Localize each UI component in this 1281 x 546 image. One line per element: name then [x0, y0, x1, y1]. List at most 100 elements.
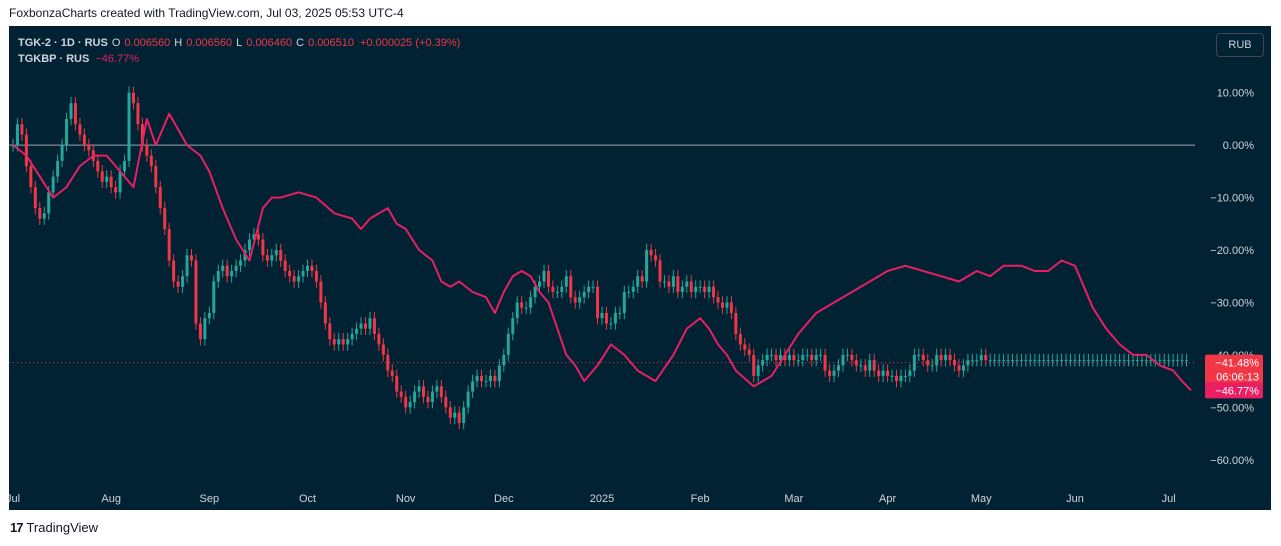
candle	[149, 155, 153, 167]
candle	[1162, 360, 1166, 362]
candle	[292, 276, 296, 282]
legend-main-row: TGK-2 · 1D · RUS O 0.006560 H 0.006560 L 0.…	[18, 35, 460, 51]
candle	[1144, 360, 1148, 362]
candle	[203, 318, 207, 340]
candle	[618, 312, 622, 314]
candle	[1109, 360, 1113, 362]
candle	[390, 370, 394, 376]
candle	[975, 360, 979, 362]
candle	[671, 276, 675, 287]
candle	[185, 255, 189, 277]
candle	[520, 302, 524, 308]
candle	[274, 250, 278, 256]
last-price-tag-bg	[1205, 354, 1263, 385]
candle	[417, 386, 421, 392]
currency-button[interactable]: RUB	[1216, 33, 1264, 57]
candle	[805, 354, 809, 356]
compare-price-tag: −46.77%	[1215, 385, 1259, 397]
candle	[542, 271, 546, 282]
legend-symbol[interactable]: TGK-2 · 1D · RUS	[18, 37, 108, 49]
candle	[529, 297, 533, 308]
candle	[212, 281, 216, 313]
candle	[399, 391, 403, 397]
tradingview-logo[interactable]: 17 TradingView	[10, 520, 98, 535]
candle	[1033, 360, 1037, 362]
candle	[29, 166, 33, 188]
candle	[738, 333, 742, 345]
candle	[493, 375, 497, 382]
candle	[841, 354, 845, 366]
candle	[457, 412, 461, 424]
candle	[497, 365, 501, 382]
candle	[42, 213, 46, 219]
candle	[350, 333, 354, 340]
candle	[448, 407, 452, 418]
legend-low-key: L	[236, 37, 243, 49]
x-tick-label: Jul	[1162, 493, 1176, 505]
candle	[707, 286, 711, 292]
candle	[47, 192, 51, 214]
candle	[582, 291, 586, 298]
candle	[167, 229, 171, 261]
candle	[1113, 360, 1117, 362]
candle	[426, 396, 430, 403]
candle	[1100, 360, 1104, 362]
candle	[301, 271, 305, 277]
legend-compare-symbol[interactable]: TGKBP · RUS	[18, 53, 90, 65]
candle	[966, 360, 970, 366]
candle	[720, 302, 724, 308]
candle	[1140, 360, 1144, 362]
candle	[123, 160, 127, 172]
candle	[560, 286, 564, 292]
candle	[743, 344, 747, 350]
candle	[1028, 360, 1032, 362]
candle	[854, 360, 858, 366]
candle	[819, 354, 823, 356]
candle	[850, 354, 854, 361]
candle	[56, 160, 60, 177]
candle	[832, 370, 836, 376]
candle	[51, 176, 55, 193]
candle	[105, 176, 109, 182]
candle	[935, 354, 939, 366]
tradingview-logo-icon: 17	[10, 520, 24, 535]
candle	[109, 176, 113, 188]
candle	[604, 312, 608, 324]
tradingview-brand: TradingView	[26, 520, 99, 535]
candle	[82, 134, 86, 146]
candle	[158, 187, 162, 209]
candle	[100, 171, 104, 182]
candle	[627, 291, 631, 293]
y-tick-label: −20.00%	[1210, 245, 1254, 257]
candle	[408, 402, 412, 408]
candle	[801, 354, 805, 361]
candle	[1127, 360, 1131, 362]
price-chart[interactable]: 10.00%0.00%−10.00%−20.00%−30.00%−40.00%−…	[9, 26, 1271, 510]
candle	[181, 276, 185, 287]
candle	[596, 286, 600, 319]
candle	[1180, 360, 1184, 362]
x-tick-label: Oct	[299, 493, 316, 505]
candle	[774, 354, 778, 361]
candle	[555, 291, 559, 293]
candle	[404, 396, 408, 408]
candle	[1037, 360, 1041, 362]
candle	[1011, 360, 1015, 362]
candle	[895, 375, 898, 382]
candle	[662, 281, 666, 283]
candle	[903, 375, 907, 377]
chart-area[interactable]: 10.00%0.00%−10.00%−20.00%−30.00%−40.00%−…	[9, 26, 1271, 510]
candle	[948, 354, 952, 361]
candle	[564, 276, 568, 287]
candle	[859, 365, 863, 367]
candle	[216, 271, 220, 282]
legend-high-key: H	[174, 37, 183, 49]
candle	[328, 323, 332, 340]
x-tick-label: Jun	[1066, 493, 1084, 505]
candle	[712, 286, 716, 298]
candle	[364, 323, 368, 329]
x-tick-label: Nov	[396, 493, 416, 505]
candle	[306, 265, 309, 271]
candle	[221, 265, 225, 271]
candle	[207, 312, 211, 319]
